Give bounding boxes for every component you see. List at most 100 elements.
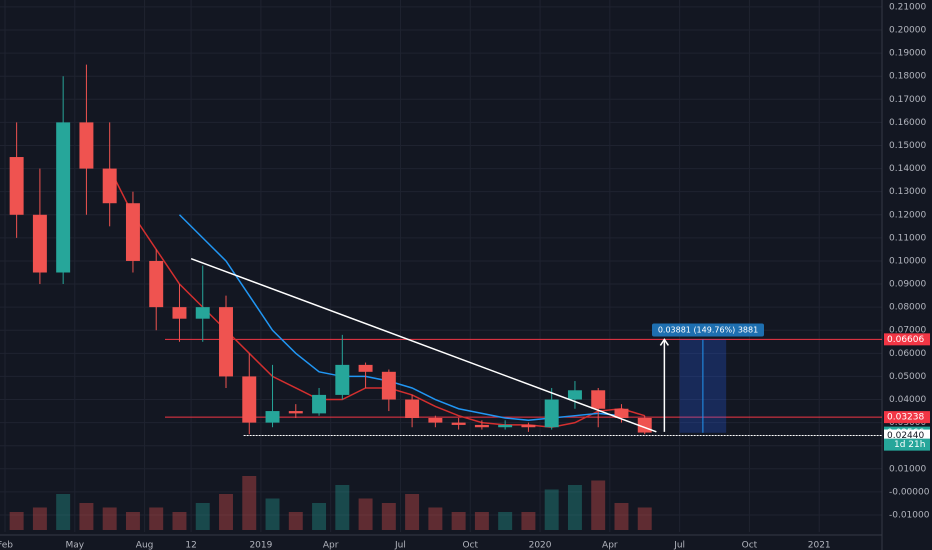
y-tick-label: 0.04000 (889, 395, 926, 405)
y-tick-label: 0.07000 (889, 326, 926, 336)
candle-body (335, 364, 350, 395)
candle-body (544, 399, 559, 428)
candle-body (451, 422, 466, 425)
y-tick-label: 0.12000 (889, 210, 926, 220)
volume-bar (265, 498, 280, 530)
volume-bar (358, 498, 373, 530)
y-tick-label: 0.15000 (889, 141, 926, 151)
volume-bar (381, 503, 396, 530)
x-tick-label: Apr (323, 541, 339, 550)
candle-body (9, 157, 24, 215)
volume-bar (288, 512, 303, 530)
volume-bar (125, 512, 140, 530)
volume-bar (219, 494, 233, 530)
volume-bar (335, 485, 350, 530)
candle-body (195, 307, 210, 319)
projection-label-bg (652, 323, 764, 337)
x-tick-label: Aug (136, 541, 154, 550)
y-tick-label: 0.08000 (889, 303, 926, 313)
y-tick-label: 0.09000 (889, 280, 926, 290)
x-tick-label: Oct (462, 541, 478, 550)
x-tick-label: 12 (185, 541, 196, 550)
y-tick-label: 0.18000 (889, 72, 926, 82)
y-tick-label: 0.20000 (889, 26, 926, 36)
volume-bar (498, 512, 513, 530)
candle-body (242, 376, 257, 423)
y-tick-label: 0.21000 (889, 2, 926, 12)
volume-bar (567, 485, 582, 530)
candle-body (614, 408, 629, 418)
x-tick-label: Jul (394, 541, 406, 550)
y-tick-label: 0.01000 (889, 464, 926, 474)
volume-bar (637, 507, 652, 530)
volume-bar (474, 512, 489, 530)
price-tag (884, 333, 930, 346)
candle-body (125, 203, 140, 261)
candle-body (498, 424, 513, 428)
volume-bar (451, 512, 466, 530)
candle-body (381, 371, 396, 400)
candle-body (219, 307, 233, 377)
x-tick-label: Oct (742, 541, 758, 550)
y-tick-label: 0.13000 (889, 187, 926, 197)
arrow-head (659, 338, 669, 346)
x-tick-label: 2021 (808, 541, 831, 550)
x-tick-label: Jul (673, 541, 685, 550)
x-tick-label: Feb (0, 541, 13, 550)
x-tick-label: Apr (602, 541, 618, 550)
volume-bar (195, 503, 210, 530)
volume-bar (614, 503, 629, 530)
x-tick-label: 2020 (529, 541, 552, 550)
candle-body (172, 307, 187, 319)
candle-body (405, 399, 420, 418)
y-tick-label: 0.06000 (889, 349, 926, 359)
volume-bar (591, 480, 606, 530)
volume-bar (79, 503, 94, 530)
y-tick-label: 0.05000 (889, 372, 926, 382)
projection-label: 0.03881 (149.76%) 3881 (658, 325, 758, 334)
x-tick-label: May (65, 541, 84, 550)
candle-body (265, 411, 280, 423)
volume-bar (242, 476, 257, 530)
y-tick-label: 0.10000 (889, 256, 926, 266)
price-tag-label: 0.03238 (887, 413, 924, 423)
candle-body (149, 260, 164, 308)
y-tick-label: -0.00000 (889, 487, 930, 497)
countdown-bg (884, 438, 930, 451)
price-tag (884, 429, 930, 442)
volume-bar (428, 507, 443, 530)
candle-body (358, 364, 373, 372)
candle-body (79, 122, 94, 169)
y-tick-label: 0.14000 (889, 164, 926, 174)
candle-body (428, 417, 443, 423)
candle-body (32, 214, 47, 273)
price-tag (884, 411, 930, 424)
y-tick-label: 0.11000 (889, 233, 926, 243)
candle-body (474, 424, 489, 428)
candle-body (591, 390, 606, 409)
volume-bar (102, 507, 117, 530)
candle-body (288, 411, 303, 414)
price-tag-label: 0.02440 (887, 431, 924, 441)
volume-bar (149, 507, 164, 530)
volume-bar (405, 494, 420, 530)
candle-body (102, 168, 117, 204)
x-tick-label: 2019 (249, 541, 272, 550)
volume-bar (544, 489, 559, 530)
y-tick-label: -0.01000 (889, 510, 930, 520)
y-tick-label: 0.19000 (889, 49, 926, 59)
trendline (190, 257, 657, 433)
candle-body (567, 390, 582, 400)
volume-bar (521, 512, 536, 530)
candle-body (521, 424, 536, 428)
volume-bar (56, 494, 71, 530)
price-tag-label: 0.06606 (887, 335, 924, 345)
volume-bar (32, 507, 47, 530)
candle-body (312, 394, 327, 414)
volume-bar (172, 512, 187, 530)
y-tick-label: 0.17000 (889, 95, 926, 105)
volume-bar (312, 503, 327, 530)
candle-body (56, 122, 71, 273)
